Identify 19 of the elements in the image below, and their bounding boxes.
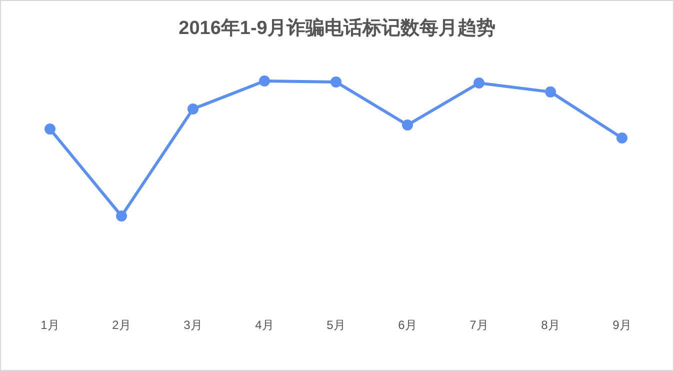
x-tick-label: 4月 [255,318,274,332]
x-tick-label: 2月 [112,318,131,332]
point [188,103,198,114]
point [330,76,342,88]
point [259,76,270,86]
chart-title: 2016年1-9月诈骗电话标记数每月趋势 [178,17,496,39]
point [474,78,484,89]
point [44,124,56,135]
x-tick-label: 5月 [326,318,346,332]
x-tick-label: 8月 [541,318,560,332]
x-tick-label: 6月 [398,318,417,332]
point [116,210,127,222]
x-tick-label: 1月 [40,318,60,332]
x-tick-label: 9月 [612,318,632,332]
point [402,120,413,131]
x-tick-label: 3月 [184,318,202,332]
point [616,132,628,144]
point [545,86,556,98]
x-tick-label: 7月 [470,318,488,332]
